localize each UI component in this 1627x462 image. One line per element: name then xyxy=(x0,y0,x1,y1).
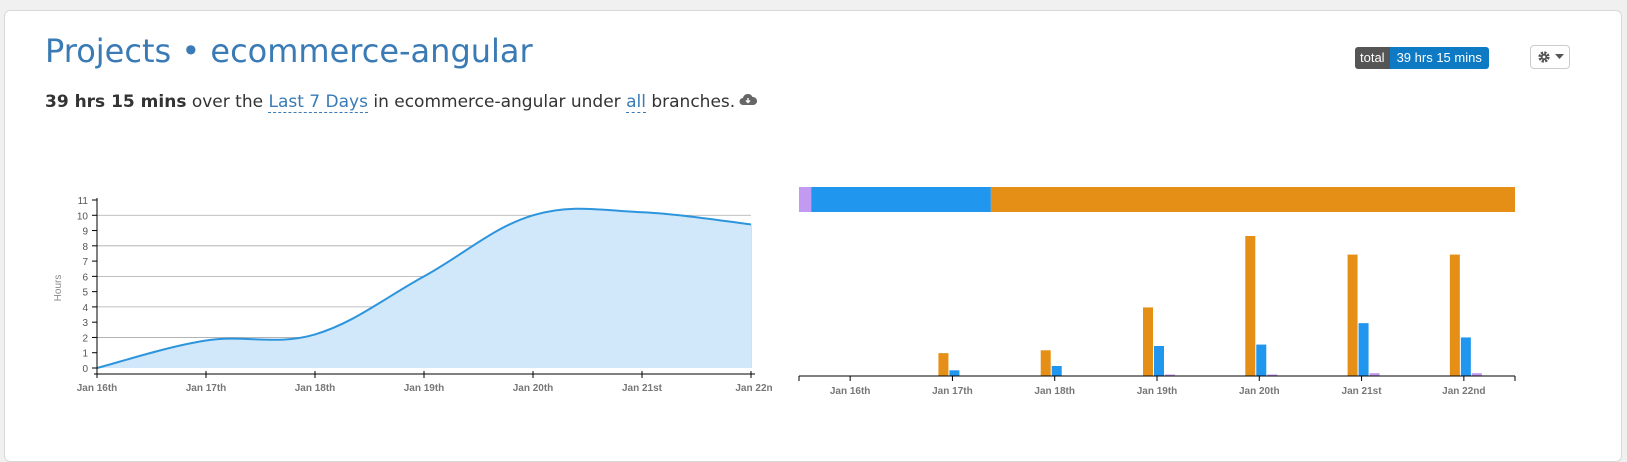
title-separator: • xyxy=(181,32,201,70)
x-tick-label: Jan 16th xyxy=(830,386,871,397)
daily-bar[interactable] xyxy=(949,370,960,376)
caret-down-icon xyxy=(1554,54,1564,59)
x-tick-label: Jan 20th xyxy=(1239,386,1280,397)
total-share-segment[interactable] xyxy=(811,187,991,212)
x-tick-label: Jan 22nd xyxy=(1442,386,1485,397)
x-tick-label: Jan 18th xyxy=(295,383,336,394)
summary-text-1: over the xyxy=(186,92,269,112)
daily-bar[interactable] xyxy=(1165,374,1175,377)
total-badge-label: total xyxy=(1355,47,1390,69)
y-tick-label: 6 xyxy=(82,272,88,283)
y-tick-label: 8 xyxy=(82,242,88,253)
daily-bar[interactable] xyxy=(1369,373,1380,376)
cloud-download-icon[interactable] xyxy=(739,92,758,112)
date-range-link[interactable]: Last 7 Days xyxy=(268,92,368,113)
daily-bar[interactable] xyxy=(1143,307,1153,376)
project-name-link[interactable]: ecommerce-angular xyxy=(210,32,533,70)
total-badge-value: 39 hrs 15 mins xyxy=(1389,47,1489,69)
projects-link[interactable]: Projects xyxy=(45,32,172,70)
daily-bar[interactable] xyxy=(1245,236,1256,376)
area-fill xyxy=(97,208,751,368)
y-tick-label: 0 xyxy=(82,364,88,375)
total-badge: total 39 hrs 15 mins xyxy=(1355,47,1489,69)
daily-bar[interactable] xyxy=(1154,346,1164,376)
y-tick-label: 10 xyxy=(77,211,89,222)
y-tick-label: 9 xyxy=(82,227,88,238)
page-title: Projects • ecommerce-angular xyxy=(45,32,533,70)
gear-icon xyxy=(1537,51,1550,63)
summary-line: 39 hrs 15 mins over the Last 7 Days in e… xyxy=(45,92,758,113)
x-tick-label: Jan 19th xyxy=(1137,386,1178,397)
y-tick-label: 1 xyxy=(82,349,88,360)
daily-bar[interactable] xyxy=(1256,344,1267,376)
daily-bar[interactable] xyxy=(1460,337,1471,376)
x-tick-label: Jan 22n xyxy=(735,383,772,394)
y-tick-label: 7 xyxy=(82,257,88,268)
y-tick-label: 11 xyxy=(78,196,89,207)
summary-text-2: in ecommerce-angular under xyxy=(367,92,627,112)
dashboard-panel xyxy=(4,10,1622,462)
x-tick-label: Jan 18th xyxy=(1034,386,1075,397)
x-tick-label: Jan 19th xyxy=(404,383,445,394)
summary-text-3: branches. xyxy=(645,92,736,112)
daily-bar[interactable] xyxy=(938,353,949,376)
x-tick-label: Jan 21st xyxy=(622,383,663,394)
y-tick-label: 4 xyxy=(82,303,88,314)
daily-bar[interactable] xyxy=(1267,374,1278,377)
daily-bar[interactable] xyxy=(1449,254,1460,376)
daily-bar[interactable] xyxy=(1358,323,1369,376)
x-tick-label: Jan 21st xyxy=(1342,386,1383,397)
daily-bar-chart: Jan 16th Jan 17th Jan 18th Jan 19th Jan 20th… xyxy=(798,187,1516,397)
x-tick-label: Jan 16th xyxy=(77,383,118,394)
daily-bar[interactable] xyxy=(1471,373,1482,376)
y-axis-label: Hours xyxy=(53,275,64,302)
y-tick-label: 3 xyxy=(82,318,88,329)
total-share-segment[interactable] xyxy=(799,187,812,212)
y-tick-label: 5 xyxy=(82,288,88,299)
daily-bar[interactable] xyxy=(1051,366,1062,376)
branches-link[interactable]: all xyxy=(626,92,646,113)
x-tick-label: Jan 17th xyxy=(932,386,973,397)
settings-dropdown-button[interactable] xyxy=(1530,45,1570,69)
area-line xyxy=(96,207,752,369)
daily-bar[interactable] xyxy=(1040,350,1051,376)
summary-total: 39 hrs 15 mins xyxy=(45,92,187,112)
hours-area-chart: 0 1 2 3 4 5 6 7 8 9 10 11 Jan 16th Jan 17th Jan 18th Ja… xyxy=(53,196,773,394)
y-tick-label: 2 xyxy=(82,333,88,344)
total-share-segment[interactable] xyxy=(990,187,1515,212)
x-tick-label: Jan 20th xyxy=(513,383,554,394)
x-tick-label: Jan 17th xyxy=(186,383,227,394)
daily-bar[interactable] xyxy=(1347,254,1358,376)
